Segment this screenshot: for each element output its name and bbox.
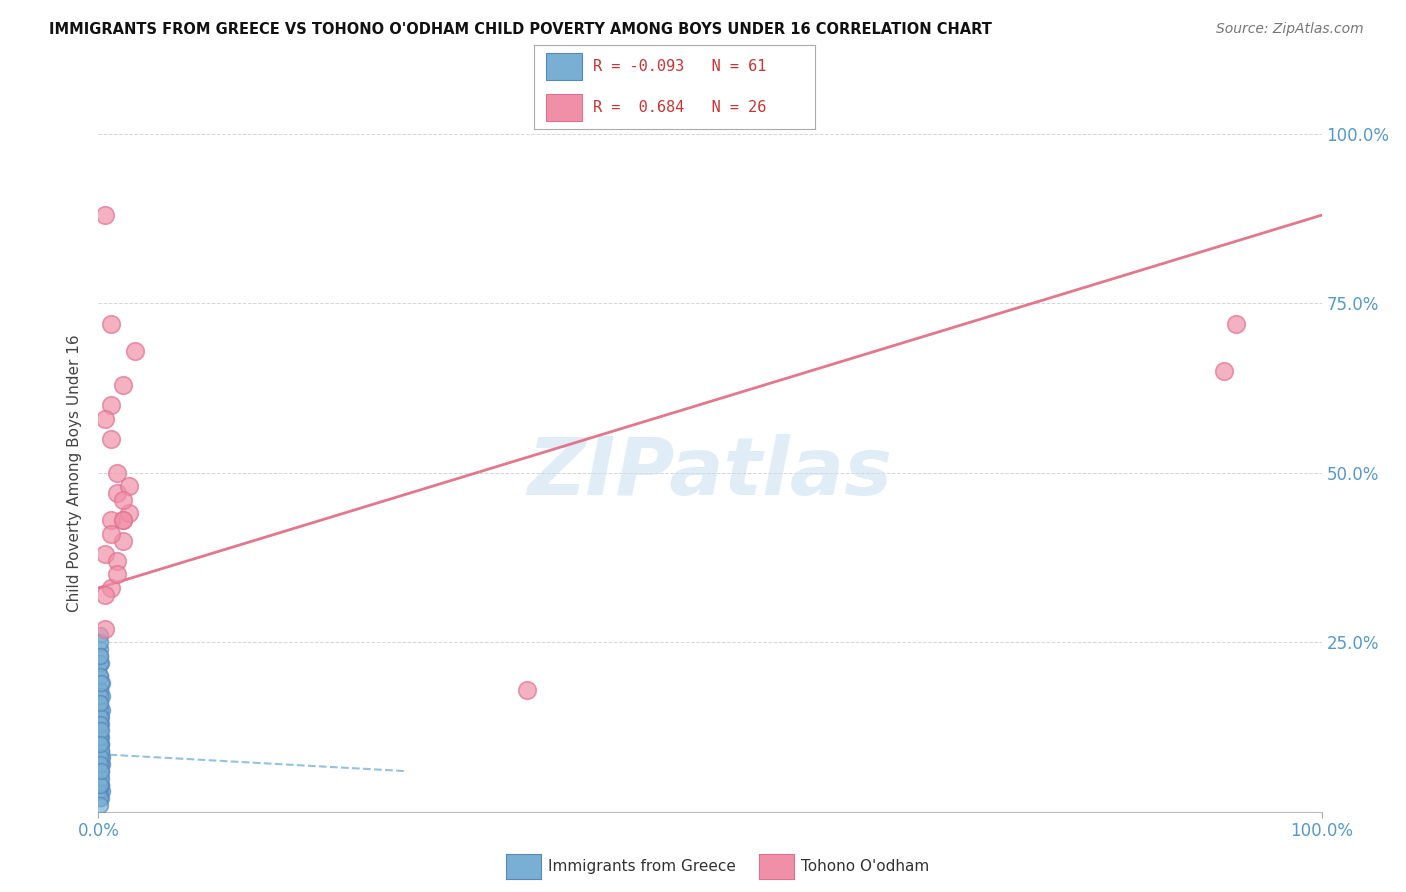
- Point: [89, 744, 111, 758]
- Point: [89, 696, 111, 710]
- Point: [90, 730, 112, 744]
- Point: [100, 526, 122, 541]
- Point: [105, 466, 128, 480]
- Point: [89, 628, 111, 642]
- Point: [87, 662, 110, 676]
- Point: [89, 764, 111, 778]
- Point: [90, 744, 112, 758]
- Point: [90, 778, 112, 792]
- Point: [89, 656, 111, 670]
- Text: Immigrants from Greece: Immigrants from Greece: [548, 859, 737, 873]
- Point: [515, 682, 537, 697]
- Point: [100, 317, 122, 331]
- Point: [100, 398, 122, 412]
- Point: [89, 730, 111, 744]
- Point: [89, 737, 111, 751]
- Point: [105, 567, 128, 582]
- Point: [91, 784, 114, 798]
- Point: [90, 778, 112, 792]
- Text: IMMIGRANTS FROM GREECE VS TOHONO O'ODHAM CHILD POVERTY AMONG BOYS UNDER 16 CORRE: IMMIGRANTS FROM GREECE VS TOHONO O'ODHAM…: [49, 22, 993, 37]
- Text: ZIPatlas: ZIPatlas: [527, 434, 893, 512]
- Point: [89, 642, 111, 657]
- Point: [90, 771, 112, 785]
- Text: R =  0.684   N = 26: R = 0.684 N = 26: [593, 100, 766, 115]
- Point: [90, 757, 112, 772]
- Point: [90, 737, 112, 751]
- Point: [111, 377, 134, 392]
- Point: [93, 622, 115, 636]
- Point: [89, 682, 111, 697]
- Point: [90, 764, 112, 778]
- Point: [89, 791, 111, 805]
- Point: [91, 676, 114, 690]
- Point: [105, 554, 128, 568]
- Bar: [546, 54, 582, 80]
- Point: [89, 750, 111, 764]
- Point: [93, 208, 115, 222]
- Point: [93, 411, 115, 425]
- Point: [93, 547, 115, 561]
- Point: [91, 703, 114, 717]
- Point: [105, 486, 128, 500]
- Point: [90, 791, 112, 805]
- Bar: [546, 94, 582, 120]
- Point: [89, 771, 111, 785]
- Point: [89, 682, 111, 697]
- Point: [89, 690, 111, 704]
- Point: [89, 771, 111, 785]
- Point: [90, 750, 112, 764]
- Point: [87, 784, 110, 798]
- Point: [111, 513, 134, 527]
- Point: [89, 635, 111, 649]
- Point: [90, 744, 112, 758]
- Point: [89, 710, 111, 724]
- Point: [89, 669, 111, 683]
- Point: [89, 716, 111, 731]
- Point: [90, 656, 112, 670]
- Point: [90, 764, 112, 778]
- Point: [93, 588, 115, 602]
- Point: [118, 479, 141, 493]
- Point: [89, 648, 111, 663]
- Text: Source: ZipAtlas.com: Source: ZipAtlas.com: [1216, 22, 1364, 37]
- Point: [100, 513, 122, 527]
- Point: [91, 750, 114, 764]
- Point: [90, 716, 112, 731]
- Point: [91, 757, 114, 772]
- Point: [100, 432, 122, 446]
- Point: [89, 710, 111, 724]
- Point: [89, 797, 111, 812]
- Point: [89, 757, 111, 772]
- Point: [118, 507, 141, 521]
- Point: [90, 750, 112, 764]
- Point: [89, 703, 111, 717]
- Point: [89, 757, 111, 772]
- Point: [89, 723, 111, 738]
- Point: [89, 723, 111, 738]
- Point: [90, 723, 112, 738]
- Text: R = -0.093   N = 61: R = -0.093 N = 61: [593, 59, 766, 74]
- Point: [124, 343, 146, 358]
- Y-axis label: Child Poverty Among Boys Under 16: Child Poverty Among Boys Under 16: [67, 334, 83, 612]
- Point: [89, 784, 111, 798]
- Point: [90, 737, 112, 751]
- Point: [89, 648, 111, 663]
- Point: [89, 730, 111, 744]
- Point: [1212, 364, 1234, 378]
- Point: [89, 669, 111, 683]
- Point: [89, 716, 111, 731]
- Point: [91, 690, 114, 704]
- Point: [100, 581, 122, 595]
- Point: [90, 676, 112, 690]
- Point: [89, 778, 111, 792]
- Point: [90, 710, 112, 724]
- Point: [111, 492, 134, 507]
- Point: [1225, 317, 1247, 331]
- Point: [89, 696, 111, 710]
- Point: [111, 533, 134, 548]
- Text: Tohono O'odham: Tohono O'odham: [801, 859, 929, 873]
- Point: [111, 513, 134, 527]
